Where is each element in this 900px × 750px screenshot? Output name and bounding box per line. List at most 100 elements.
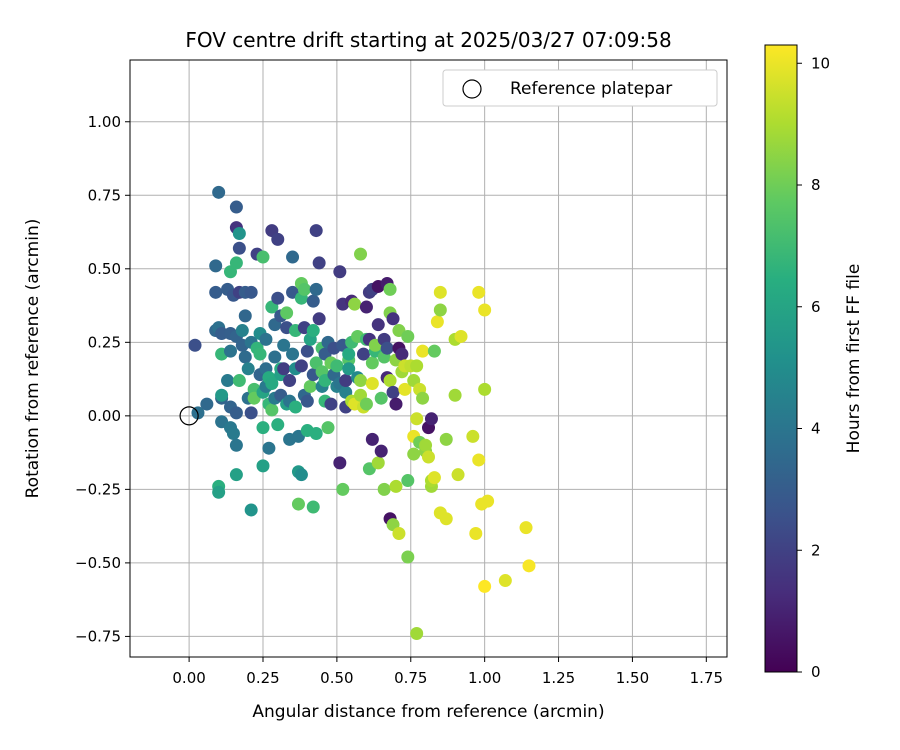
- data-point: [232, 241, 246, 255]
- data-point: [478, 303, 492, 317]
- colorbar-tick-label: 2: [811, 541, 821, 559]
- data-point: [212, 485, 226, 499]
- data-point: [354, 247, 368, 261]
- data-point: [312, 256, 326, 270]
- data-point: [244, 406, 258, 420]
- data-point: [389, 397, 403, 411]
- data-point: [339, 374, 353, 388]
- y-axis-label: Rotation from reference (arcmin): [23, 219, 43, 499]
- data-point: [229, 406, 243, 420]
- data-point: [383, 374, 397, 388]
- data-point: [286, 250, 300, 264]
- data-point: [303, 379, 317, 393]
- data-point: [448, 388, 462, 402]
- data-point: [271, 232, 285, 246]
- data-point: [268, 350, 282, 364]
- colorbar-tick-label: 6: [811, 298, 821, 316]
- data-point: [280, 306, 294, 320]
- data-points: [179, 185, 536, 640]
- data-point: [371, 456, 385, 470]
- data-point: [410, 359, 424, 373]
- data-point: [419, 438, 433, 452]
- data-point: [259, 332, 273, 346]
- x-tick-label: 1.75: [690, 669, 723, 687]
- data-point: [306, 324, 320, 338]
- data-point: [232, 374, 246, 388]
- y-tick-label: 0.50: [88, 260, 121, 278]
- plot-frame: [129, 59, 728, 658]
- reference-platepar-marker: [179, 406, 199, 426]
- legend-box: [442, 69, 718, 107]
- y-tick-label: 1.00: [88, 113, 121, 131]
- data-point: [271, 418, 285, 432]
- data-point: [427, 344, 441, 358]
- data-point: [229, 200, 243, 214]
- data-point: [478, 579, 492, 593]
- data-point: [277, 338, 291, 352]
- grid-lines: [130, 60, 727, 657]
- y-tick-label: −0.50: [75, 554, 121, 572]
- data-point: [229, 468, 243, 482]
- data-point: [241, 362, 255, 376]
- x-tick-label: 0.25: [246, 669, 279, 687]
- legend: Reference platepar: [442, 69, 718, 107]
- data-point: [294, 468, 308, 482]
- data-point: [342, 347, 356, 361]
- data-point: [498, 574, 512, 588]
- data-point: [238, 309, 252, 323]
- data-point: [365, 432, 379, 446]
- data-point: [410, 626, 424, 640]
- data-point: [478, 382, 492, 396]
- data-point: [439, 432, 453, 446]
- data-point: [223, 344, 237, 358]
- data-point: [386, 385, 400, 399]
- data-point: [188, 338, 202, 352]
- data-point: [291, 497, 305, 511]
- data-point: [354, 374, 368, 388]
- data-point: [424, 412, 438, 426]
- data-point: [265, 376, 279, 390]
- data-point: [271, 291, 285, 305]
- data-point: [306, 500, 320, 514]
- data-point: [306, 294, 320, 308]
- data-point: [300, 394, 314, 408]
- data-point: [324, 397, 338, 411]
- data-point: [312, 312, 326, 326]
- data-point: [392, 526, 406, 540]
- colorbar-tick-label: 10: [811, 54, 830, 72]
- data-point: [439, 512, 453, 526]
- data-point: [336, 482, 350, 496]
- data-point: [200, 397, 214, 411]
- data-point: [283, 374, 297, 388]
- data-point: [342, 362, 356, 376]
- data-point: [383, 282, 397, 296]
- data-point: [229, 438, 243, 452]
- data-point: [256, 421, 270, 435]
- data-point: [380, 341, 394, 355]
- data-point: [244, 503, 258, 517]
- data-point: [416, 344, 430, 358]
- data-point: [407, 447, 421, 461]
- data-point: [256, 459, 270, 473]
- x-tick-label: 1.50: [616, 669, 649, 687]
- data-point: [371, 318, 385, 332]
- data-point: [433, 303, 447, 317]
- data-point: [359, 300, 373, 314]
- colorbar-tick-label: 0: [811, 663, 821, 681]
- data-point: [451, 468, 465, 482]
- x-tick-label: 0.00: [172, 669, 205, 687]
- y-tick-label: −0.75: [75, 627, 121, 645]
- data-point: [215, 388, 229, 402]
- data-point: [253, 347, 267, 361]
- colorbar-tick-label: 8: [811, 176, 821, 194]
- data-point: [235, 324, 249, 338]
- data-point: [398, 382, 412, 396]
- data-point: [401, 474, 415, 488]
- data-point: [374, 391, 388, 405]
- colorbar-label: Hours from first FF file: [844, 264, 864, 454]
- data-point: [401, 329, 415, 343]
- data-point: [410, 412, 424, 426]
- data-point: [309, 426, 323, 440]
- chart-title: FOV centre drift starting at 2025/03/27 …: [185, 28, 671, 52]
- data-point: [365, 376, 379, 390]
